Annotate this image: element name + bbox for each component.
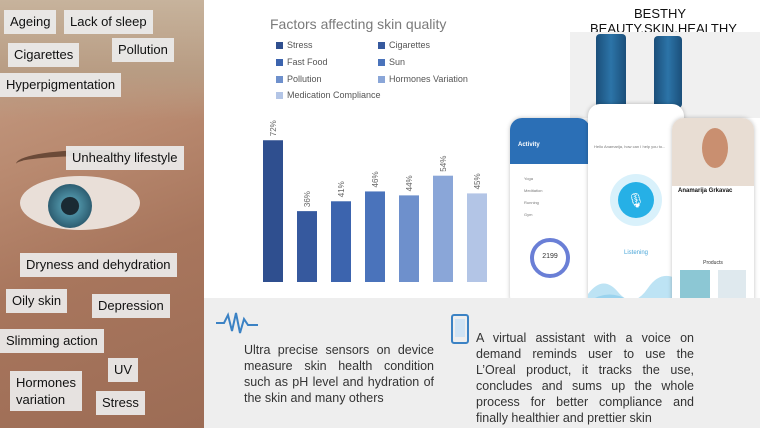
- activity-title: Activity: [518, 142, 540, 148]
- tag-oily-skin: Oily skin: [6, 289, 68, 313]
- bar-data-label: 46%: [371, 171, 380, 187]
- legend-swatch: [276, 41, 283, 49]
- microphone-icon[interactable]: 🎙: [618, 182, 654, 218]
- tag-lack-of-sleep: Lack of sleep: [64, 10, 153, 34]
- legend-swatch: [276, 91, 283, 99]
- legend-swatch: [276, 58, 283, 66]
- legend-item: Cigarettes: [378, 40, 430, 50]
- bar-data-label: 54%: [439, 156, 448, 172]
- tag-hyperpigmentation: Hyperpigmentation: [0, 73, 122, 97]
- legend-swatch: [378, 75, 385, 83]
- legend-swatch: [378, 58, 385, 66]
- profile-face: [702, 128, 728, 168]
- device-image: [570, 32, 760, 118]
- bar-data-label: 45%: [473, 173, 482, 189]
- legend-item: Sun: [378, 57, 405, 67]
- tag-stress: Stress: [96, 391, 145, 415]
- legend-label: Fast Food: [287, 57, 328, 67]
- legend-item: Hormones Variation: [378, 74, 468, 84]
- legend-item: Stress: [276, 40, 313, 50]
- tag-ageing: Ageing: [4, 10, 57, 34]
- chart-bar: [467, 193, 487, 282]
- legend-label: Stress: [287, 40, 313, 50]
- bar-data-label: 44%: [405, 175, 414, 191]
- legend-label: Medication Compliance: [287, 90, 381, 100]
- listening-label: Listening: [623, 250, 649, 256]
- profile-name: Anamarija Grkavac: [678, 188, 733, 194]
- activity-item: Running: [524, 200, 539, 205]
- chart-title: Factors affecting skin quality: [270, 16, 447, 32]
- tag-depression: Depression: [92, 294, 170, 318]
- tag-unhealthy-lifestyle: Unhealthy lifestyle: [66, 146, 184, 170]
- activity-count: 2199: [542, 253, 558, 260]
- activity-item: Gym: [524, 212, 533, 217]
- legend-label: Cigarettes: [389, 40, 431, 50]
- smartphone-icon: [451, 314, 469, 344]
- device-prong-right: [654, 36, 682, 108]
- tag-dryness: Dryness and dehydration: [20, 253, 177, 277]
- tag-hormones-variation: Hormones variation: [10, 371, 82, 411]
- legend-label: Sun: [389, 57, 406, 67]
- phone-assistant: Hello Anamarija, how can I help you to..…: [588, 104, 684, 314]
- legend-label: Pollution: [287, 74, 322, 84]
- phone-profile: Anamarija Grkavac Products: [672, 118, 754, 314]
- assistant-greeting: Hello Anamarija, how can I help you to..…: [594, 144, 666, 149]
- phone-activity: Activity Yoga Meditation Running Gym 219…: [510, 118, 590, 308]
- bar-data-label: 41%: [337, 181, 346, 197]
- tag-slimming-action: Slimming action: [0, 329, 104, 353]
- legend-swatch: [276, 75, 283, 83]
- chart-bar: [331, 201, 351, 282]
- features-panel: [204, 298, 760, 428]
- face-photo: Ageing Lack of sleep Cigarettes Pollutio…: [0, 0, 204, 428]
- legend-item: Medication Compliance: [276, 90, 381, 100]
- chart-bar: [433, 175, 453, 282]
- chart-bar: [297, 211, 317, 282]
- bar-chart: 72% 36% 41% 46% 44% 54% 45%: [263, 120, 487, 282]
- legend-item: Pollution: [276, 74, 322, 84]
- chart-bar: [263, 140, 283, 282]
- legend-item: Fast Food: [276, 57, 328, 67]
- tag-cigarettes: Cigarettes: [8, 43, 80, 67]
- device-prong-left: [596, 34, 626, 108]
- activity-header: [510, 118, 590, 164]
- chart-bar: [365, 191, 385, 282]
- activity-item: Meditation: [524, 188, 543, 193]
- activity-item: Yoga: [524, 176, 533, 181]
- products-label: Products: [703, 260, 723, 266]
- legend-swatch: [378, 41, 385, 49]
- tag-pollution: Pollution: [112, 38, 174, 62]
- assistant-description: A virtual assistant with a voice on dema…: [476, 331, 694, 425]
- activity-ring: [530, 238, 570, 278]
- tag-uv: UV: [108, 358, 139, 382]
- sensors-description: Ultra precise sensors on device measure …: [244, 343, 434, 405]
- legend-label: Hormones Variation: [389, 74, 468, 84]
- bar-data-label: 36%: [303, 191, 312, 207]
- waveform-icon: [216, 312, 258, 334]
- chart-bar: [399, 195, 419, 282]
- brand-name: BESTHY: [633, 6, 686, 21]
- eye-iris: [48, 184, 92, 228]
- bar-data-label: 72%: [269, 120, 278, 136]
